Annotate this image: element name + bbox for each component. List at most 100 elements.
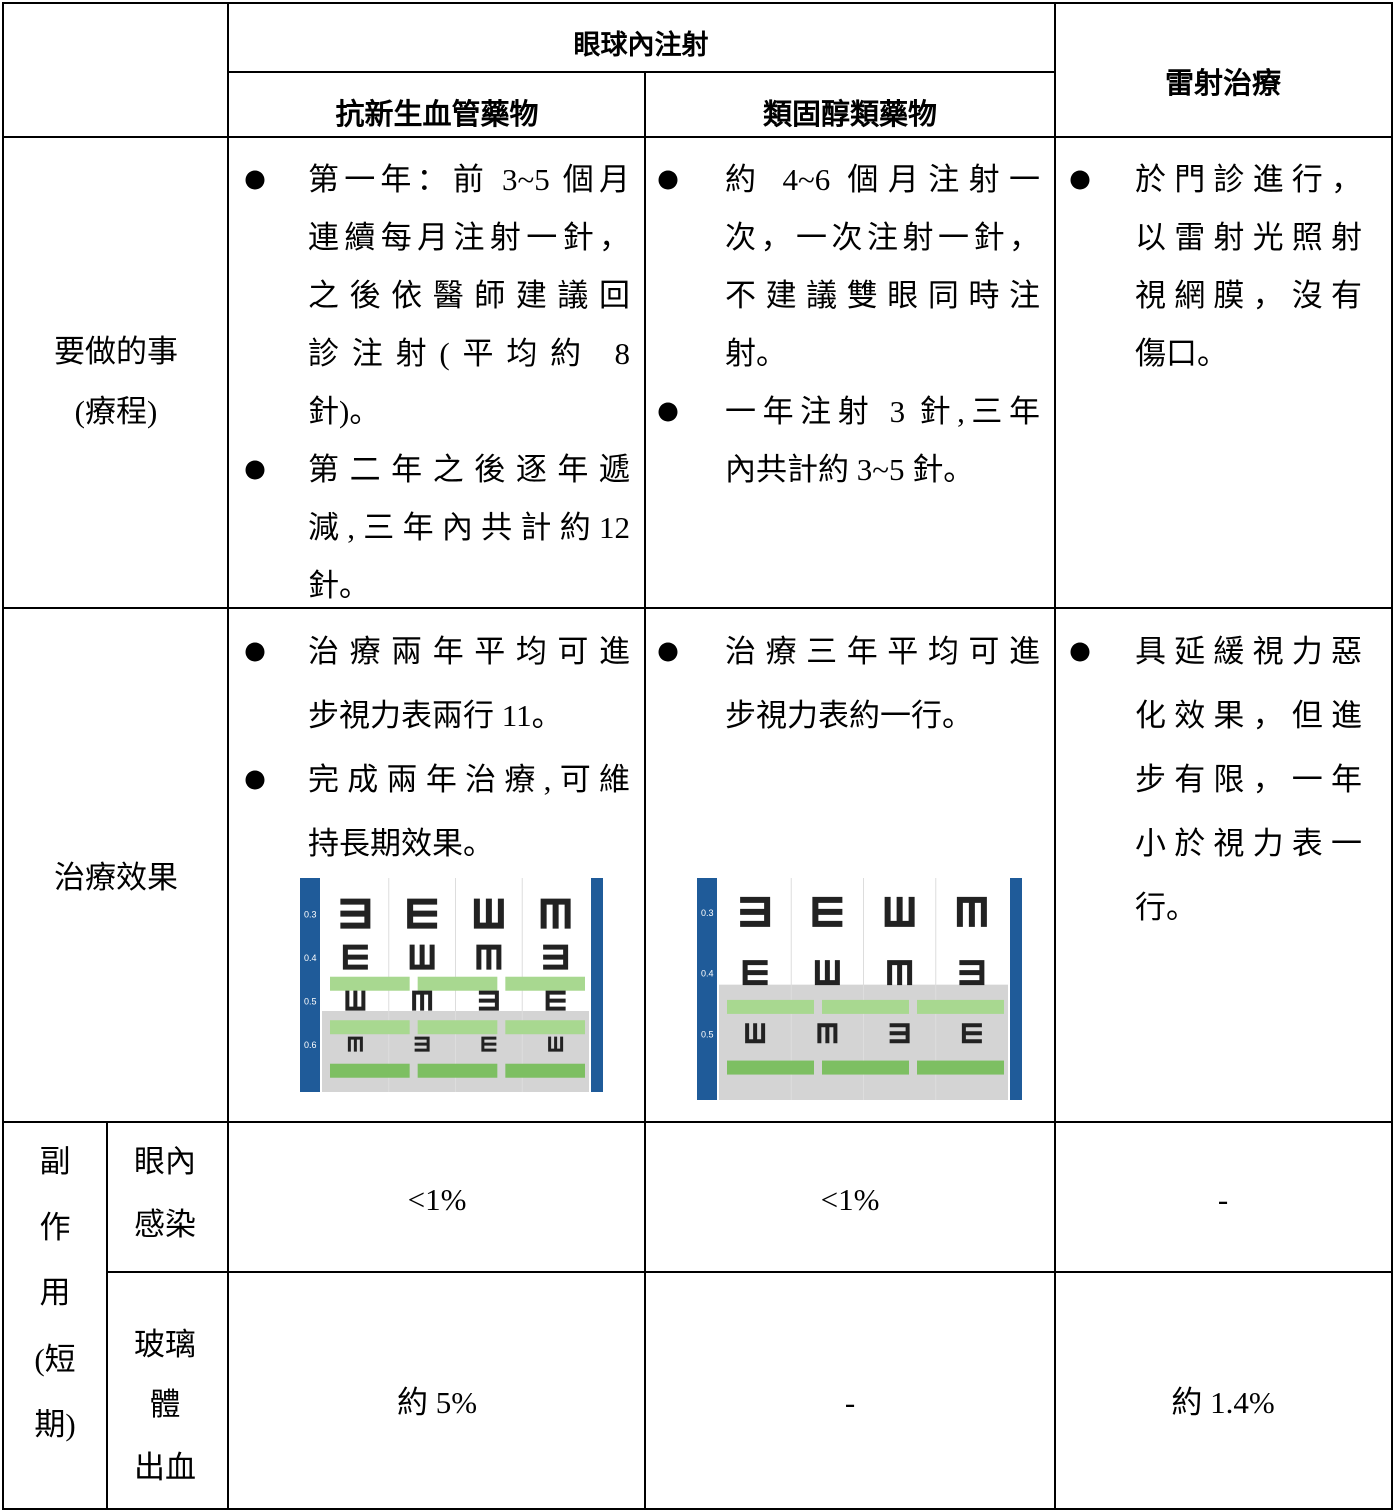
bullet-text: 第一年：前 3~5 個月 bbox=[308, 162, 630, 197]
acuity-label: 0.5 bbox=[701, 1029, 714, 1039]
bullet-text: 化效果，但進 bbox=[1135, 698, 1362, 733]
border bbox=[1391, 2, 1393, 1510]
bullet bbox=[245, 642, 265, 662]
optotype bbox=[407, 898, 438, 929]
optotype bbox=[412, 990, 433, 1011]
side-label: 期) bbox=[34, 1407, 76, 1442]
bullet-text: 內共計約 3~5 針。 bbox=[725, 452, 975, 487]
border bbox=[2, 2, 1393, 4]
border bbox=[106, 1271, 1393, 1273]
border bbox=[227, 2, 229, 1510]
border bbox=[228, 71, 1055, 73]
green-bar bbox=[822, 1060, 909, 1075]
optotype-shape bbox=[347, 1036, 363, 1052]
optotype bbox=[347, 1036, 363, 1052]
optotype bbox=[812, 896, 843, 927]
optotype-shape bbox=[956, 896, 987, 927]
optotype-shape bbox=[887, 960, 913, 986]
border bbox=[2, 607, 1393, 609]
bullet-text: 行。 bbox=[1135, 890, 1197, 925]
green-bar bbox=[417, 976, 498, 991]
sub-label: 出血 bbox=[134, 1450, 196, 1485]
eye-chart: 0.3 0.4 0.5 bbox=[697, 878, 1022, 1100]
border bbox=[2, 1508, 1393, 1510]
header-column: 類固醇類藥物 bbox=[762, 99, 938, 131]
bullet-text: 減,三年內共計約12 bbox=[308, 510, 630, 545]
optotype bbox=[476, 944, 502, 970]
optotype bbox=[409, 944, 435, 970]
bullet-text: 完成兩年治療,可維 bbox=[308, 762, 630, 797]
sub-label: 玻璃 bbox=[134, 1327, 196, 1362]
acuity-label: 0.5 bbox=[304, 997, 317, 1007]
green-bar bbox=[727, 999, 814, 1014]
acuity-label: 0.4 bbox=[701, 969, 714, 979]
optotype bbox=[742, 960, 768, 986]
value: - bbox=[1217, 1182, 1229, 1217]
green-bar bbox=[727, 1060, 814, 1075]
bullet-text: 約 4~6 個月注射一 bbox=[725, 162, 1040, 197]
bullet bbox=[245, 770, 265, 790]
optotype bbox=[543, 944, 569, 970]
sub-label: 體 bbox=[149, 1387, 181, 1422]
bullet-text: 針。 bbox=[308, 568, 370, 603]
bullet-text: 具延緩視力惡 bbox=[1135, 634, 1362, 669]
optotype bbox=[961, 1023, 982, 1044]
optotype bbox=[478, 990, 499, 1011]
header-laser: 雷射治療 bbox=[1164, 68, 1282, 100]
green-bar bbox=[917, 1060, 1004, 1075]
optotype-shape bbox=[543, 944, 569, 970]
border bbox=[644, 72, 646, 1510]
green-bar bbox=[917, 999, 1004, 1014]
green-bar bbox=[505, 1063, 585, 1078]
optotype-shape bbox=[745, 1023, 766, 1044]
optotype bbox=[545, 990, 566, 1011]
bullet-text: 步視力表約一行。 bbox=[725, 698, 973, 733]
bullet-text: 之後依醫師建議回 bbox=[308, 278, 630, 313]
border bbox=[2, 1121, 1393, 1123]
bullet-text: 以雷射光照射 bbox=[1135, 220, 1362, 255]
optotype-shape bbox=[812, 896, 843, 927]
bullet bbox=[245, 460, 265, 480]
side-label: 副 bbox=[39, 1144, 71, 1179]
side-label: 作 bbox=[39, 1210, 71, 1245]
header-column: 抗新生血管藥物 bbox=[335, 99, 539, 131]
optotype bbox=[956, 896, 987, 927]
acuity-label: 0.3 bbox=[701, 908, 714, 918]
border bbox=[2, 2, 4, 1510]
green-bar bbox=[330, 976, 410, 991]
bullet bbox=[245, 170, 265, 190]
optotype-shape bbox=[473, 898, 504, 929]
sub-label: 眼內 bbox=[134, 1144, 196, 1179]
value: - bbox=[844, 1385, 856, 1420]
green-bar bbox=[822, 999, 909, 1014]
optotype bbox=[814, 960, 840, 986]
optotype bbox=[345, 990, 366, 1011]
bullet-text: 視網膜，沒有 bbox=[1135, 278, 1362, 313]
optotype-shape bbox=[889, 1023, 910, 1044]
optotype-shape bbox=[478, 990, 499, 1011]
optotype bbox=[884, 896, 915, 927]
optotype bbox=[473, 898, 504, 929]
bullet bbox=[658, 402, 678, 422]
optotype bbox=[887, 960, 913, 986]
bullet-text: 傷口。 bbox=[1135, 336, 1228, 371]
value: 約 1.4% bbox=[1171, 1385, 1275, 1420]
bullet-text: 診注射(平均約 8 bbox=[308, 336, 630, 371]
blue-bar bbox=[697, 878, 717, 1100]
bullet-text: 不建議雙眼同時注 bbox=[725, 278, 1040, 313]
blue-bar bbox=[591, 878, 603, 1092]
bullet-text: 持長期效果。 bbox=[308, 826, 494, 861]
optotype-shape bbox=[476, 944, 502, 970]
side-label: 用 bbox=[39, 1275, 71, 1310]
bullet-text: 一年注射 3 針,三年 bbox=[725, 394, 1040, 429]
bullet-text: 連續每月注射一針， bbox=[308, 220, 630, 255]
bullet-text: 針)。 bbox=[308, 394, 381, 429]
optotype bbox=[745, 1023, 766, 1044]
optotype bbox=[548, 1036, 564, 1052]
row-label: (療程) bbox=[74, 394, 158, 429]
acuity-label: 0.4 bbox=[304, 953, 317, 963]
green-bar bbox=[417, 1063, 498, 1078]
bullet-text: 次，一次注射一針， bbox=[725, 220, 1040, 255]
acuity-label: 0.3 bbox=[304, 910, 317, 920]
optotype bbox=[889, 1023, 910, 1044]
